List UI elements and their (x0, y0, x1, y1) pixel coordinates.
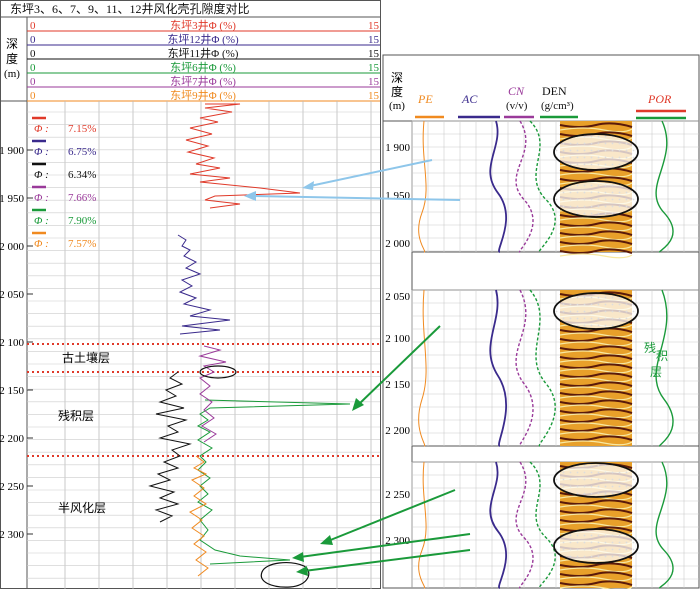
depth-tick-label: 2 000 (0, 241, 25, 253)
arrow-green-2 (327, 489, 456, 542)
track-name: 东坪11井Φ (%) (168, 46, 239, 60)
header-cn-unit: (v/v) (506, 100, 528, 112)
curve-dongping3 (185, 103, 301, 209)
right-depth-tick: 1 950 (385, 190, 410, 202)
right-zone-label-3: 层 (650, 365, 662, 379)
legend-label: Φ : (34, 146, 49, 158)
track-max: 15 (368, 20, 380, 32)
legend-value: 6.75% (68, 146, 96, 158)
right-depth-tick: 2 000 (385, 238, 410, 250)
right-depth-tick: 2 150 (385, 379, 410, 391)
right-depth-unit: (m) (389, 100, 405, 112)
left-panel: 东坪3、6、7、9、11、12井风化壳孔隙度对比 深 度 (m) 0 15 东坪3井… (0, 0, 381, 589)
right-depth-tick: 2 100 (385, 333, 410, 345)
zone-label-semiweathered: 半风化层 (58, 501, 106, 515)
legend-label: Φ : (34, 215, 49, 227)
header-pe: PE (417, 92, 433, 106)
curve-dongping9 (189, 455, 209, 577)
depth-tick-label: 1 950 (0, 193, 25, 205)
depth-header-char-1: 深 (6, 37, 18, 51)
header-cn: CN (508, 84, 525, 98)
zone-labels: 古土壤层 残积层 半风化层 (58, 350, 110, 515)
log-panel-1: 1 900 1 950 2 000 (385, 120, 700, 259)
curve-dongping12 (177, 234, 231, 335)
depth-tick-label: 2 050 (0, 289, 25, 301)
legend-label: Φ : (34, 192, 49, 204)
highlight-blob-bottom (260, 562, 310, 588)
right-track-headers: PE AC CN (v/v) DEN (g/cm³) POR (415, 84, 686, 120)
track-max: 15 (368, 48, 380, 60)
arrow-green-1 (357, 325, 441, 406)
track-max: 15 (368, 34, 380, 46)
track-min: 0 (30, 48, 36, 60)
left-track-headers: 0 15 东坪3井Φ (%) 0 15 东坪12井Φ (%) 0 15 东坪11井Φ (%) 0 1… (27, 18, 380, 102)
figure-title: 东坪3、6、7、9、11、12井风化壳孔隙度对比 (10, 1, 250, 16)
track-name: 东坪12井Φ (%) (167, 32, 239, 46)
arrow-green-4 (303, 549, 471, 572)
right-log-panels: 1 900 1 950 2 000 2 050 2 100 2 150 2 200 2 250… (385, 120, 700, 589)
legend-value: 6.34% (68, 169, 96, 181)
depth-tick-label: 2 200 (0, 433, 25, 445)
legend-value: 7.15% (68, 123, 96, 135)
highlight-oval-left (199, 365, 237, 379)
zone-boundaries (27, 343, 380, 457)
correlation-arrows (244, 159, 471, 576)
porosity-curves (148, 103, 351, 577)
curve-dongping11 (148, 371, 192, 523)
track-min: 0 (30, 62, 36, 74)
zone-label-residual: 残积层 (58, 409, 94, 423)
header-ac: AC (461, 92, 478, 106)
track-min: 0 (30, 76, 36, 88)
left-depth-ticks: 1 900 1 950 2 000 2 050 2 100 2 150 2 200 2 250… (0, 145, 33, 541)
track-name: 东坪3井Φ (%) (170, 18, 236, 32)
legend-value: 7.57% (68, 238, 96, 250)
depth-tick-label: 2 100 (0, 337, 25, 349)
depth-header-unit: (m) (4, 68, 20, 80)
right-depth-char-2: 度 (391, 84, 403, 99)
right-zone-label-2: 积 (656, 349, 668, 363)
track-name: 东坪6井Φ (%) (170, 60, 236, 74)
header-por: POR (647, 92, 672, 106)
track-min: 0 (30, 20, 36, 32)
header-den-unit: (g/cm³) (541, 100, 574, 112)
track-max: 15 (368, 62, 380, 74)
arrow-blue-2 (251, 195, 461, 201)
zone-label-paleosol: 古土壤层 (62, 350, 110, 365)
depth-tick-label: 2 150 (0, 385, 25, 397)
right-depth-tick: 1 900 (385, 142, 410, 154)
legend-label: Φ : (34, 169, 49, 181)
left-depth-header: 深 度 (m) (4, 37, 20, 80)
track-name: 东坪9井Φ (%) (170, 88, 236, 102)
right-depth-tick: 2 050 (385, 291, 410, 303)
depth-header-char-2: 度 (6, 51, 18, 66)
legend-value: 7.66% (68, 192, 96, 204)
right-depth-header: 深 度 (m) (389, 71, 405, 112)
curve-dongping6 (196, 399, 351, 565)
depth-tick-label: 2 250 (0, 481, 25, 493)
right-depth-char-1: 深 (391, 71, 403, 85)
legend-value: 7.90% (68, 215, 96, 227)
right-zone-label-1: 残 (644, 341, 656, 355)
legend-label: Φ : (34, 238, 49, 250)
track-name: 东坪7井Φ (%) (170, 74, 236, 88)
header-den: DEN (542, 84, 567, 98)
track-min: 0 (30, 34, 36, 46)
legend-label: Φ : (34, 123, 49, 135)
right-panel: 深 度 (m) PE AC CN (v/v) DEN (g/cm³) POR 1… (382, 54, 700, 589)
track-min: 0 (30, 90, 36, 102)
curve-dongping7 (198, 345, 227, 443)
right-depth-tick: 2 200 (385, 425, 410, 437)
track-max: 15 (368, 76, 380, 88)
arrow-blue-1 (309, 159, 433, 187)
track-max: 15 (368, 90, 380, 102)
porosity-legend: Φ : 7.15% Φ : 6.75% Φ : 6.34% Φ : 7.66% Φ : 7.90%… (32, 116, 96, 250)
depth-tick-label: 2 300 (0, 529, 25, 541)
arrow-green-3 (299, 533, 471, 558)
right-depth-tick: 2 250 (385, 489, 410, 501)
depth-tick-label: 1 900 (0, 145, 25, 157)
